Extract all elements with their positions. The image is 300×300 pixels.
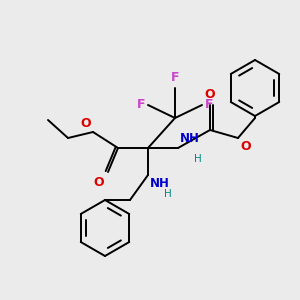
Text: NH: NH bbox=[150, 177, 170, 190]
Text: O: O bbox=[93, 176, 104, 189]
Text: O: O bbox=[80, 117, 91, 130]
Text: O: O bbox=[205, 88, 215, 101]
Text: H: H bbox=[164, 189, 172, 199]
Text: F: F bbox=[136, 98, 145, 112]
Text: F: F bbox=[171, 71, 179, 84]
Text: NH: NH bbox=[180, 132, 200, 145]
Text: F: F bbox=[205, 98, 214, 112]
Text: O: O bbox=[240, 140, 250, 153]
Text: H: H bbox=[194, 154, 202, 164]
